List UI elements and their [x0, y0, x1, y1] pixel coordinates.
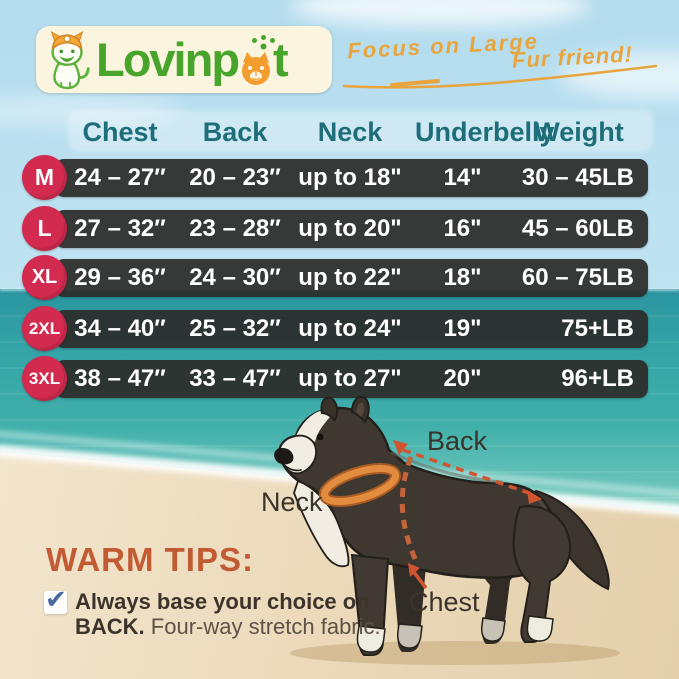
chest-measure-line-icon — [399, 456, 420, 565]
chest-label: Chest — [409, 587, 480, 617]
weight-value: 30 – 45LB — [521, 164, 634, 191]
underbelly-value: 18" — [443, 264, 482, 291]
size-bar: 34 – 40″ 25 – 32″ up to 24" 19" 75+LB — [55, 310, 648, 348]
size-bar: 27 – 32″ 23 – 28″ up to 20" 16" 45 – 60L… — [55, 210, 648, 248]
size-badge: L — [22, 206, 67, 251]
table-row: 2XL 34 – 40″ 25 – 32″ up to 24" 19" 75+L… — [0, 306, 679, 352]
back-value: 33 – 47″ — [189, 365, 281, 392]
dog-illustration — [274, 395, 620, 665]
underbelly-value: 16" — [443, 215, 482, 242]
tips-line2-strong: BACK. — [75, 614, 145, 639]
table-row: 3XL 38 – 47″ 33 – 47″ up to 27" 20" 96+L… — [0, 356, 679, 402]
tips-line2-rest: Four-way stretch fabric. — [144, 614, 381, 639]
size-bar: 38 – 47″ 33 – 47″ up to 27" 20" 96+LB — [55, 360, 648, 398]
neck-value: up to 18" — [298, 164, 402, 191]
chest-measure-arrow-icon — [408, 563, 428, 590]
neck-value: up to 20" — [298, 215, 402, 242]
cloud — [0, 96, 180, 126]
size-badge: M — [22, 155, 67, 200]
weight-value: 96+LB — [561, 365, 634, 392]
size-badge: 2XL — [22, 306, 67, 351]
size-bar: 24 – 27″ 20 – 23″ up to 18" 14" 30 – 45L… — [55, 159, 648, 197]
column-header-underbelly: Underbelly — [415, 116, 555, 147]
back-value: 20 – 23″ — [189, 164, 281, 191]
weight-value: 75+LB — [561, 315, 634, 342]
chest-value: 38 – 47″ — [74, 365, 166, 392]
neck-value: up to 24" — [298, 315, 402, 342]
chest-value: 34 – 40″ — [74, 315, 166, 342]
check-icon: ✔ — [44, 584, 67, 614]
chest-value: 29 – 36″ — [74, 264, 166, 291]
size-badge: XL — [22, 255, 67, 300]
brand-logo-text: Lovinp t — [96, 33, 289, 86]
tips-title: WARM TIPS: — [46, 541, 254, 578]
back-measure-arrow-icon — [393, 440, 542, 504]
brand-logo: Lovinp t — [36, 26, 332, 93]
logo-text-part1: Lovinp — [96, 33, 240, 86]
size-table-header: Chest Back Neck Underbelly Weight — [55, 112, 648, 152]
size-badge: 3XL — [22, 356, 67, 401]
tips-line2: BACK. Four-way stretch fabric. — [75, 614, 381, 640]
underbelly-value: 14" — [443, 164, 482, 191]
back-value: 23 – 28″ — [189, 215, 281, 242]
back-value: 24 – 30″ — [189, 264, 281, 291]
mascot-dog-icon — [50, 30, 90, 89]
neck-label: Neck — [261, 487, 323, 517]
cloud — [290, 0, 590, 26]
column-header-chest: Chest — [82, 116, 158, 147]
back-value: 25 – 32″ — [189, 315, 281, 342]
collar — [318, 463, 402, 507]
paw-print-icon — [252, 38, 257, 43]
header-band — [68, 110, 653, 152]
cat-face-icon — [242, 51, 271, 85]
underbelly-value: 20" — [443, 365, 482, 392]
tagline-underline-swoosh — [342, 64, 658, 89]
logo-text-part2: t — [273, 33, 289, 86]
back-label: Back — [427, 426, 488, 456]
underbelly-value: 19" — [443, 315, 482, 342]
neck-value: up to 22" — [298, 264, 402, 291]
chest-value: 24 – 27″ — [74, 164, 166, 191]
check-glyph: ✔ — [45, 584, 67, 614]
column-header-neck: Neck — [317, 116, 383, 147]
table-row: M 24 – 27″ 20 – 23″ up to 18" 14" 30 – 4… — [0, 155, 679, 201]
column-header-weight: Weight — [534, 116, 624, 147]
weight-value: 60 – 75LB — [521, 264, 634, 291]
size-bar: 29 – 36″ 24 – 30″ up to 22" 18" 60 – 75L… — [55, 259, 648, 297]
tips-line1: Always base your choice on — [75, 589, 370, 614]
weight-value: 45 – 60LB — [521, 215, 634, 242]
table-row: L 27 – 32″ 23 – 28″ up to 20" 16" 45 – 6… — [0, 206, 679, 252]
neck-value: up to 27" — [298, 365, 402, 392]
table-row: XL 29 – 36″ 24 – 30″ up to 22" 18" 60 – … — [0, 255, 679, 301]
chest-value: 27 – 32″ — [74, 215, 166, 242]
column-header-back: Back — [202, 116, 268, 147]
